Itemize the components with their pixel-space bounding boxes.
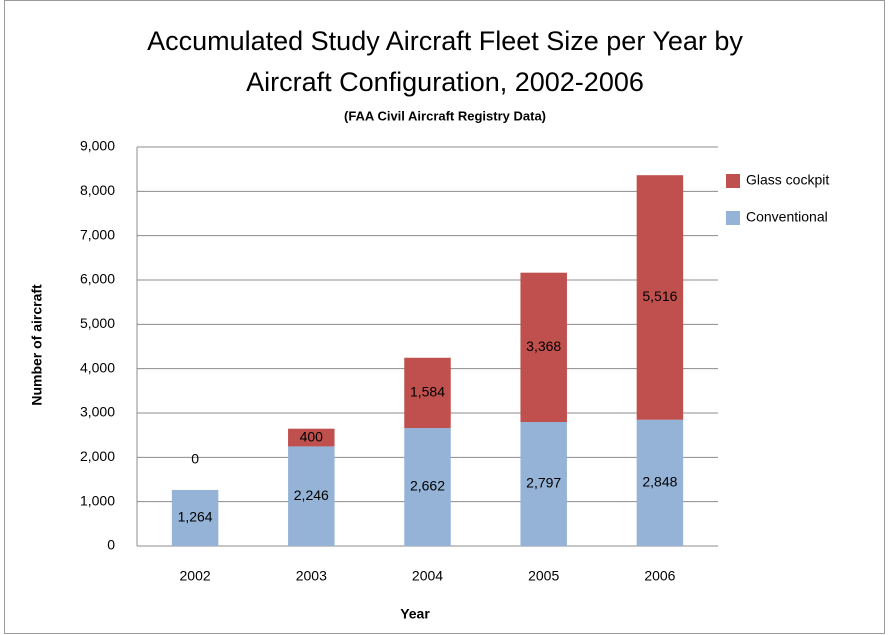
bar-segment [636,419,684,546]
data-label: 0 [191,451,199,467]
legend-label: Conventional [746,209,828,225]
y-tick-label: 5,000 [80,315,115,331]
chart-title: Aircraft Configuration, 2002-2006 [246,67,644,97]
x-tick-label: 2003 [296,568,327,584]
data-label: 2,848 [642,474,677,490]
bar-segment [520,421,567,546]
y-tick-label: 1,000 [80,492,115,508]
bar-segment [288,428,335,447]
bar-segment [288,446,335,546]
chart-title: Accumulated Study Aircraft Fleet Size pe… [147,26,743,56]
y-tick-label: 8,000 [80,182,115,198]
legend-swatch [726,211,740,225]
x-tick-label: 2006 [644,568,675,584]
data-label: 5,516 [642,288,677,304]
legend-swatch [726,174,740,188]
y-tick-label: 2,000 [80,448,115,464]
bar-segment [171,489,219,546]
data-label: 2,662 [410,478,445,494]
bar-segment [404,427,451,546]
data-label: 1,584 [410,384,445,400]
x-tick-label: 2005 [528,568,559,584]
y-tick-label: 9,000 [80,138,115,154]
data-label: 1,264 [178,509,213,525]
data-label: 3,368 [526,338,561,354]
data-label: 2,246 [294,487,329,503]
chart-subtitle: (FAA Civil Aircraft Registry Data) [344,108,546,123]
x-tick-label: 2002 [180,568,211,584]
x-tick-label: 2004 [412,568,443,584]
legend-label: Glass cockpit [746,172,829,188]
y-tick-label: 0 [107,537,115,553]
bar-segment [520,272,567,422]
y-tick-label: 3,000 [80,404,115,420]
data-label: 400 [300,428,324,444]
y-axis-label: Number of aircraft [29,284,45,406]
y-tick-label: 4,000 [80,359,115,375]
bar-segment [404,357,451,428]
bar-segment [636,175,684,420]
x-axis-label: Year [400,606,430,622]
data-label: 2,797 [526,475,561,491]
y-tick-label: 6,000 [80,271,115,287]
y-tick-label: 7,000 [80,226,115,242]
